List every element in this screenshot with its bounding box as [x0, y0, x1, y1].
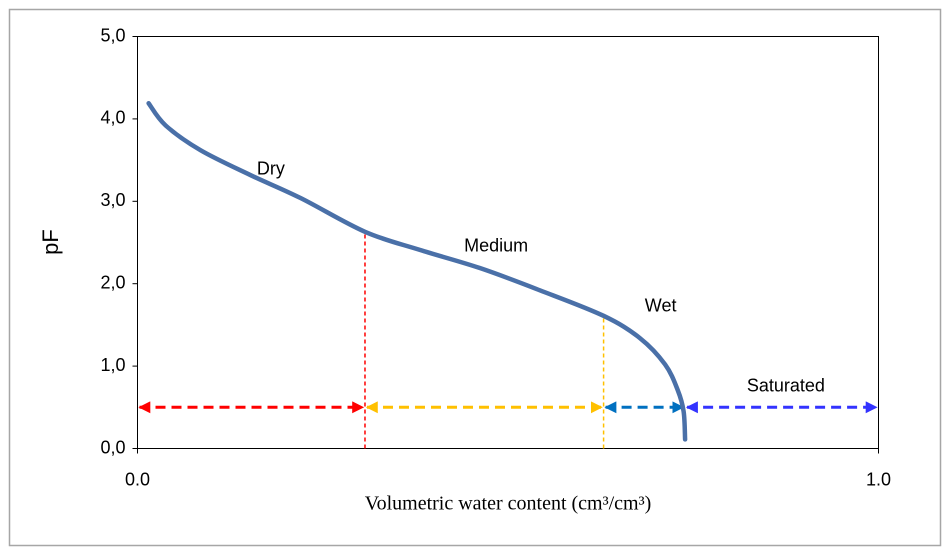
annotation: Medium: [464, 235, 528, 255]
retention-curve: [146, 100, 688, 442]
y-tick-label: 5,0: [100, 25, 125, 45]
chart-frame: [8, 8, 942, 547]
y-tick-label: 2,0: [100, 272, 125, 292]
annotation: Dry: [257, 159, 285, 179]
x-tick-label: 1.0: [866, 469, 891, 489]
x-tick-label: 0.0: [125, 469, 150, 489]
y-tick-label: 3,0: [100, 190, 125, 210]
y-tick-label: 1,0: [100, 355, 125, 375]
annotation: Saturated: [747, 375, 825, 395]
y-axis-label: pF: [38, 229, 63, 255]
y-tick-label: 4,0: [100, 108, 125, 128]
annotation: Wet: [645, 296, 677, 316]
plot-frame: [137, 36, 879, 449]
y-tick-label: 0,0: [100, 437, 125, 457]
x-axis-label: Volumetric water content (cm³/cm³): [365, 493, 652, 515]
